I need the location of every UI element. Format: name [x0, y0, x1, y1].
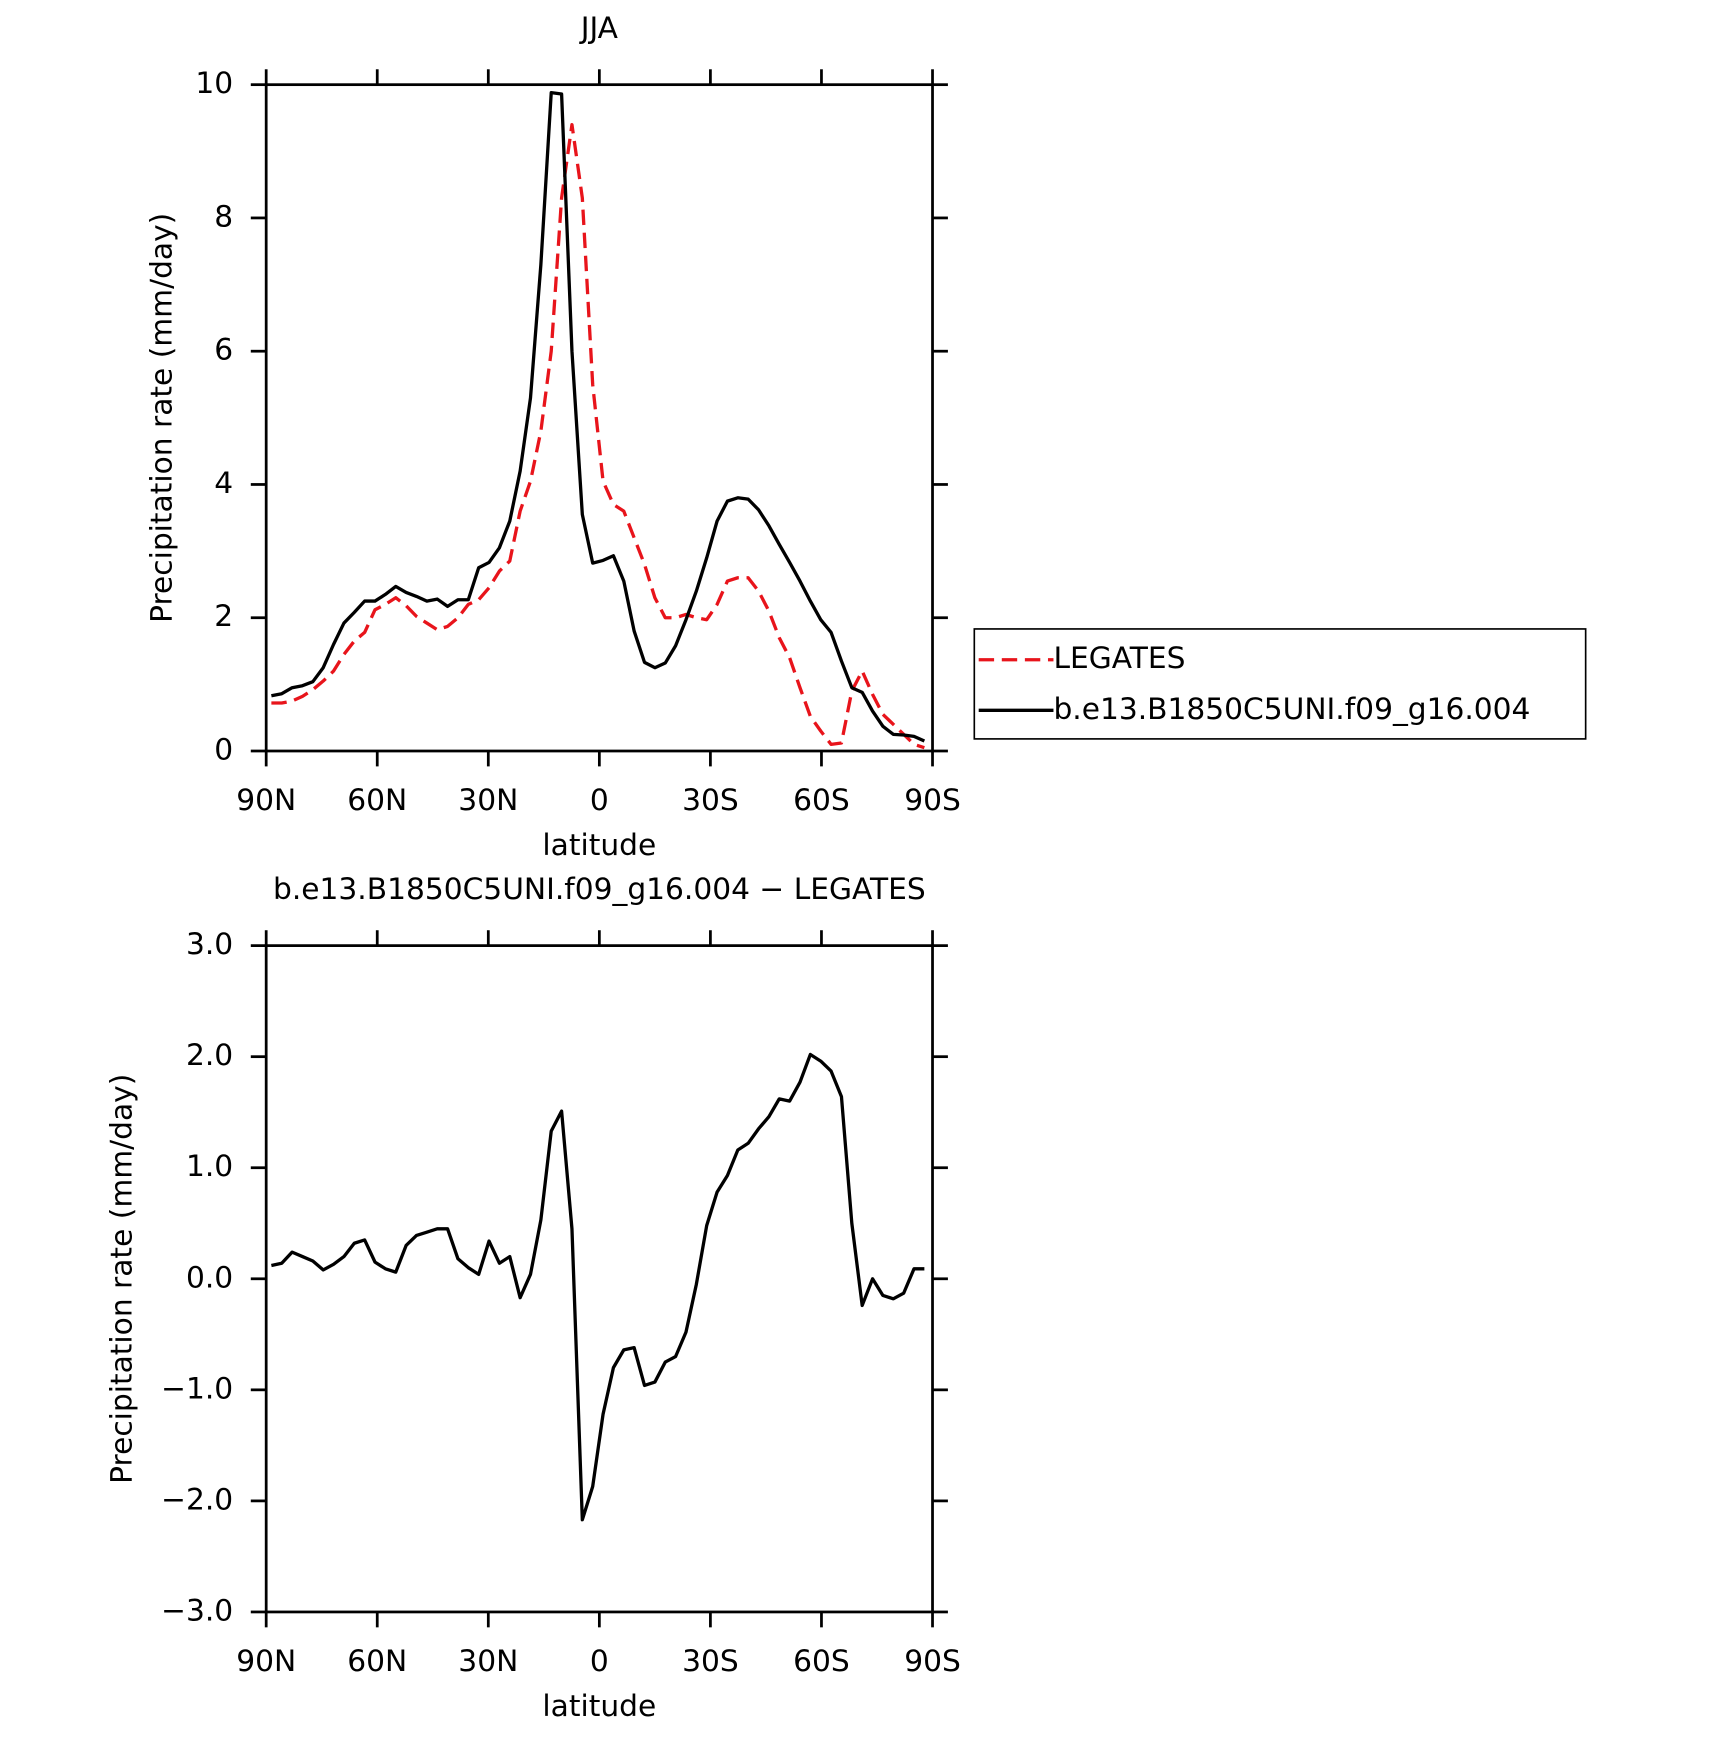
x-tick-label: 60N	[347, 782, 407, 817]
data-line	[271, 91, 926, 743]
legend-label: b.e13.B1850C5UNI.f09_g16.004	[1053, 691, 1530, 726]
data-line	[271, 122, 925, 750]
x-tick-label: 60S	[793, 1643, 850, 1678]
y-tick-label: 10	[195, 65, 233, 100]
y-tick-label: 0	[214, 731, 233, 766]
x-tick-label: 30N	[458, 782, 518, 817]
chart-title: JJA	[579, 10, 619, 45]
x-tick-label: 30S	[682, 782, 739, 817]
x-tick-label: 0	[590, 782, 609, 817]
y-tick-label: −2.0	[161, 1481, 233, 1516]
y-tick-label: 2.0	[186, 1037, 233, 1072]
x-tick-label: 90N	[236, 782, 296, 817]
y-tick-label: 8	[214, 198, 233, 233]
x-tick-label: 60S	[793, 782, 850, 817]
y-tick-label: 3.0	[186, 926, 233, 961]
y-tick-label: −1.0	[161, 1370, 233, 1405]
x-tick-label: 90S	[904, 1643, 961, 1678]
x-tick-label: 90N	[236, 1643, 296, 1678]
data-line	[271, 1052, 925, 1522]
plot-frame	[264, 944, 934, 1614]
y-tick-label: 2	[214, 598, 233, 633]
y-tick-label: 0.0	[186, 1259, 233, 1294]
y-tick-label: 6	[214, 332, 233, 367]
x-tick-label: 30S	[682, 1643, 739, 1678]
y-tick-label: 4	[214, 465, 233, 500]
x-tick-label: 90S	[904, 782, 961, 817]
legend-box	[973, 628, 1587, 740]
chart-title: b.e13.B1850C5UNI.f09_g16.004 − LEGATES	[273, 871, 926, 906]
x-axis-label: latitude	[542, 1688, 656, 1723]
x-tick-label: 60N	[347, 1643, 407, 1678]
y-axis-label: Precipitation rate (mm/day)	[104, 1074, 139, 1484]
x-tick-label: 0	[590, 1643, 609, 1678]
x-axis-label: latitude	[542, 827, 656, 862]
y-axis-label: Precipitation rate (mm/day)	[143, 213, 178, 623]
plot-frame	[264, 83, 934, 753]
x-tick-label: 30N	[458, 1643, 518, 1678]
y-tick-label: −3.0	[161, 1592, 233, 1627]
legend-label: LEGATES	[1053, 640, 1185, 675]
y-tick-label: 1.0	[186, 1148, 233, 1183]
